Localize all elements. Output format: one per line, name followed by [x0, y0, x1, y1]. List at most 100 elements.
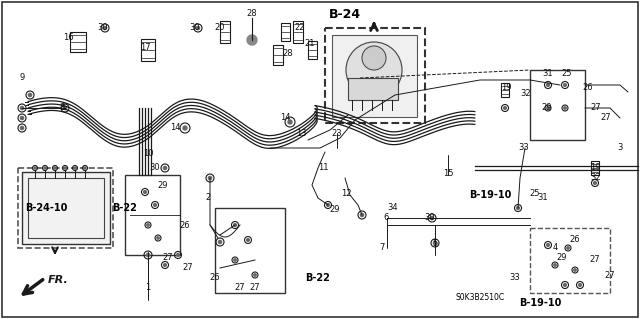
Circle shape	[288, 120, 292, 124]
Circle shape	[157, 237, 159, 239]
Circle shape	[20, 126, 24, 130]
Circle shape	[516, 207, 520, 209]
Text: B-24-10: B-24-10	[25, 203, 67, 213]
Text: 19: 19	[589, 164, 600, 173]
Bar	[530, 70, 585, 140]
Text: B-22: B-22	[113, 203, 138, 213]
Text: B-24: B-24	[329, 9, 361, 21]
Bar	[280, 23, 289, 41]
Text: 4: 4	[552, 243, 557, 253]
Bar	[348, 78, 398, 100]
Text: 19: 19	[500, 84, 511, 93]
Circle shape	[34, 167, 36, 169]
Text: 31: 31	[543, 69, 554, 78]
Text: 17: 17	[140, 43, 150, 53]
Bar	[293, 21, 303, 43]
Circle shape	[63, 107, 67, 110]
Bar	[28, 178, 104, 238]
Bar	[215, 208, 285, 293]
Text: 20: 20	[215, 24, 225, 33]
Text: 14: 14	[280, 114, 291, 122]
Circle shape	[433, 241, 436, 245]
Text: 34: 34	[388, 204, 398, 212]
Circle shape	[567, 247, 569, 249]
Circle shape	[254, 274, 256, 276]
Text: B-19-10: B-19-10	[519, 298, 561, 308]
Text: 30: 30	[150, 164, 160, 173]
Text: 5: 5	[433, 239, 438, 248]
Circle shape	[163, 167, 166, 170]
Text: 26: 26	[180, 220, 190, 229]
Circle shape	[196, 26, 200, 30]
Circle shape	[147, 253, 150, 256]
Text: 27: 27	[182, 263, 193, 272]
Circle shape	[234, 224, 236, 226]
Text: 29: 29	[157, 181, 168, 189]
Circle shape	[154, 204, 156, 206]
Circle shape	[547, 84, 549, 86]
Bar	[22, 172, 110, 244]
Circle shape	[183, 126, 187, 130]
Text: S0K3B2510C: S0K3B2510C	[456, 293, 504, 302]
Text: 33: 33	[518, 144, 529, 152]
Text: 28: 28	[283, 48, 293, 57]
Circle shape	[143, 190, 147, 193]
Bar	[530, 228, 610, 293]
Text: 12: 12	[340, 189, 351, 197]
Text: 3: 3	[618, 144, 623, 152]
Bar	[125, 175, 180, 255]
Circle shape	[547, 107, 549, 109]
Circle shape	[28, 93, 31, 97]
Bar	[18, 168, 113, 248]
Circle shape	[346, 42, 402, 98]
Circle shape	[218, 241, 221, 244]
Circle shape	[164, 263, 166, 266]
Text: 7: 7	[380, 243, 385, 253]
Circle shape	[147, 224, 149, 226]
Text: 26: 26	[582, 84, 593, 93]
Text: 26: 26	[570, 235, 580, 244]
Text: 27: 27	[605, 271, 615, 279]
Text: 31: 31	[538, 194, 548, 203]
Text: 27: 27	[601, 114, 611, 122]
Text: 28: 28	[246, 9, 257, 18]
Bar	[332, 35, 417, 117]
Text: 14: 14	[170, 123, 180, 132]
Text: 30: 30	[98, 24, 108, 33]
Text: 22: 22	[295, 24, 305, 33]
Text: 29: 29	[541, 103, 552, 113]
Circle shape	[54, 167, 56, 169]
Text: 27: 27	[163, 254, 173, 263]
Circle shape	[564, 84, 566, 86]
Text: 8: 8	[60, 103, 65, 113]
Circle shape	[326, 204, 330, 206]
Text: 33: 33	[509, 273, 520, 283]
Bar	[70, 32, 86, 52]
Text: 32: 32	[591, 174, 602, 182]
Text: 27: 27	[591, 103, 602, 113]
Circle shape	[44, 167, 46, 169]
Text: 16: 16	[63, 33, 74, 42]
Bar	[501, 83, 509, 97]
Text: 11: 11	[317, 164, 328, 173]
Circle shape	[430, 216, 434, 219]
Text: 25: 25	[530, 189, 540, 197]
Text: B-22: B-22	[305, 273, 330, 283]
Bar	[307, 41, 317, 59]
Text: 13: 13	[296, 129, 307, 137]
Circle shape	[177, 254, 179, 256]
Circle shape	[104, 26, 107, 30]
Text: 10: 10	[143, 149, 153, 158]
Text: 1: 1	[145, 284, 150, 293]
Text: 30: 30	[425, 213, 435, 222]
Bar	[141, 39, 155, 61]
Text: 27: 27	[589, 256, 600, 264]
Text: 23: 23	[332, 129, 342, 137]
Bar	[273, 45, 283, 65]
Text: 32: 32	[521, 88, 531, 98]
Bar	[591, 161, 599, 175]
Text: B-19-10: B-19-10	[469, 190, 511, 200]
Circle shape	[74, 167, 76, 169]
Circle shape	[20, 107, 24, 110]
Bar	[220, 21, 230, 43]
